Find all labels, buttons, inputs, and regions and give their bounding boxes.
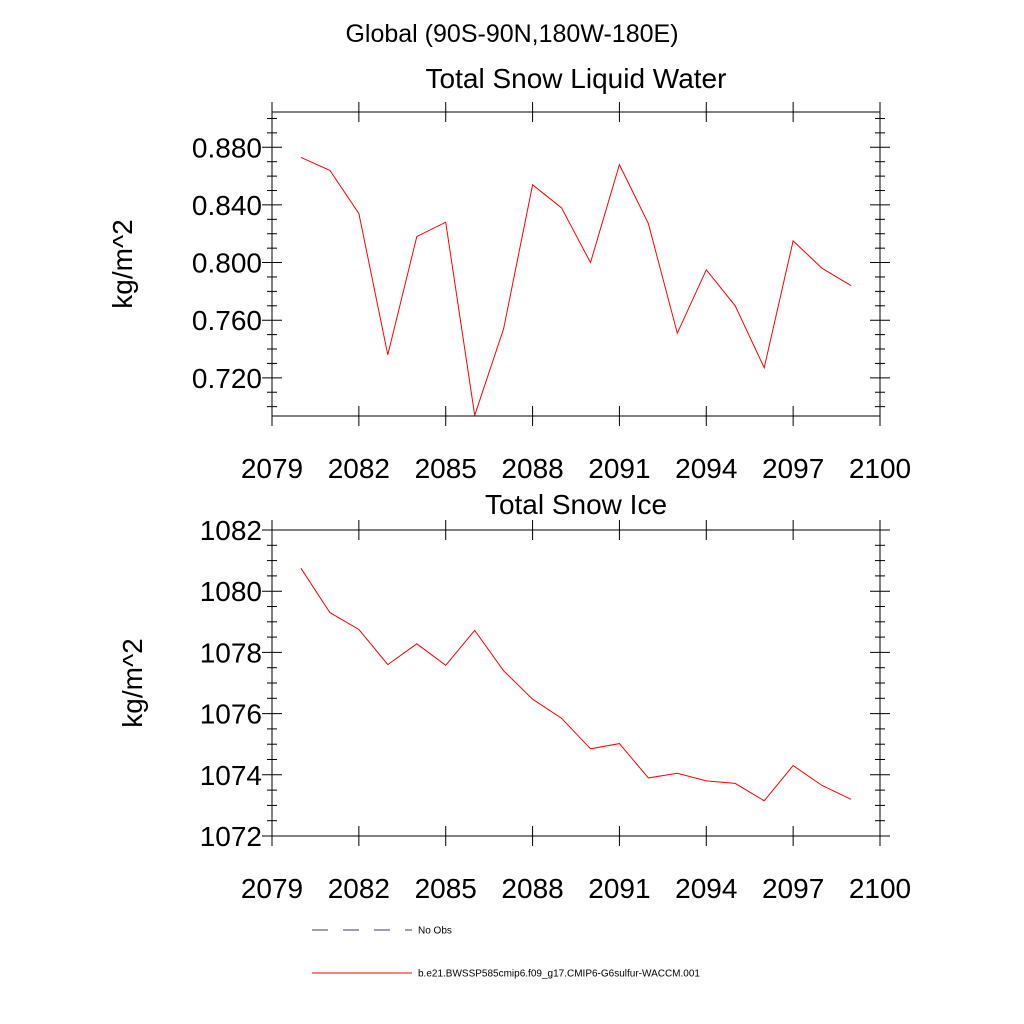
ice-plot-frame	[271, 529, 881, 837]
liquid-x-tick-label: 2079	[241, 453, 303, 484]
ice-y-tick-label: 1076	[200, 699, 262, 730]
liquid-y-tick-label: 0.880	[192, 132, 262, 163]
ice-x-tick-label: 2094	[675, 873, 737, 904]
liquid-x-tick-label: 2097	[762, 453, 824, 484]
liquid-y-tick-label: 0.720	[192, 363, 262, 394]
liquid-x-tick-label: 2091	[588, 453, 650, 484]
liquid-x-tick-label: 2100	[849, 453, 911, 484]
ice-title: Total Snow Ice	[485, 489, 667, 520]
liquid-y-tick-label: 0.760	[192, 305, 262, 336]
ice-x-tick-label: 2088	[501, 873, 563, 904]
liquid-plot-frame	[271, 111, 881, 417]
ice-y-tick-label: 1074	[200, 760, 262, 791]
ice-y-tick-label: 1082	[200, 515, 262, 546]
figure-title: Global (90S-90N,180W-180E)	[345, 20, 678, 48]
ice-x-tick-label: 2085	[415, 873, 477, 904]
ice-x-tick-label: 2082	[328, 873, 390, 904]
liquid-x-tick-label: 2082	[328, 453, 390, 484]
legend: No Obs b.e21.BWSSP585cmip6.f09_g17.CMIP6…	[312, 926, 700, 980]
liquid-x-tick-label: 2094	[675, 453, 737, 484]
liquid-y-axis-label: kg/m^2	[107, 219, 138, 308]
ice-series-line	[300, 568, 852, 802]
snow-ice-panel: Total Snow Ice kg/m^2 2079 2082 2085 2088 2091…	[117, 489, 911, 904]
ice-x-tick-label: 2091	[588, 873, 650, 904]
ice-y-tick-label: 1080	[200, 576, 262, 607]
ice-x-tick-label: 2100	[849, 873, 911, 904]
liquid-x-tick-label: 2088	[501, 453, 563, 484]
legend-no-obs-label: No Obs	[418, 926, 452, 937]
legend-model-label: b.e21.BWSSP585cmip6.f09_g17.CMIP6-G6sulf…	[418, 969, 700, 980]
liquid-y-tick-label: 0.840	[192, 190, 262, 221]
liquid-x-tick-label: 2085	[415, 453, 477, 484]
liquid-title: Total Snow Liquid Water	[426, 63, 727, 94]
ice-y-axis-label: kg/m^2	[117, 638, 148, 727]
ice-y-tick-label: 1072	[200, 821, 262, 852]
snow-liquid-water-panel: Total Snow Liquid Water kg/m^2 2079 2082 208…	[107, 63, 911, 484]
ice-x-tick-label: 2079	[241, 873, 303, 904]
liquid-series-line	[300, 156, 852, 416]
ice-x-tick-label: 2097	[762, 873, 824, 904]
liquid-y-tick-label: 0.800	[192, 248, 262, 279]
ice-y-tick-label: 1078	[200, 637, 262, 668]
